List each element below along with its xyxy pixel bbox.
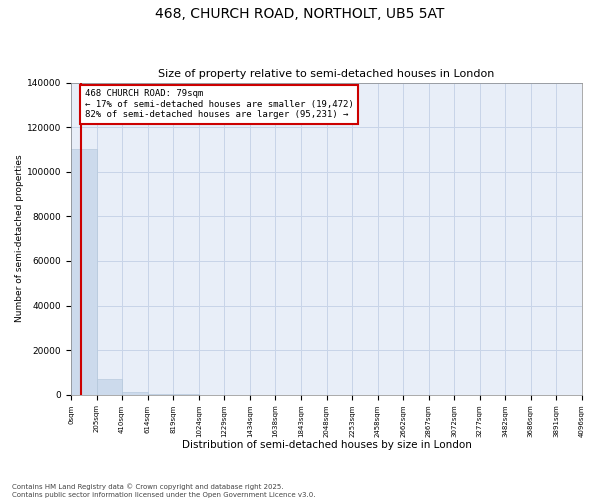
X-axis label: Distribution of semi-detached houses by size in London: Distribution of semi-detached houses by … (182, 440, 472, 450)
Bar (97, 378, 122, 395)
Bar (71, 150, 97, 395)
Title: Size of property relative to semi-detached houses in London: Size of property relative to semi-detach… (158, 69, 494, 79)
Text: 468, CHURCH ROAD, NORTHOLT, UB5 5AT: 468, CHURCH ROAD, NORTHOLT, UB5 5AT (155, 8, 445, 22)
Bar (148, 394, 173, 395)
Text: 468 CHURCH ROAD: 79sqm
← 17% of semi-detached houses are smaller (19,472)
82% of: 468 CHURCH ROAD: 79sqm ← 17% of semi-det… (85, 89, 353, 119)
Bar (122, 392, 148, 395)
Text: Contains HM Land Registry data © Crown copyright and database right 2025.
Contai: Contains HM Land Registry data © Crown c… (12, 484, 316, 498)
Y-axis label: Number of semi-detached properties: Number of semi-detached properties (15, 155, 24, 322)
